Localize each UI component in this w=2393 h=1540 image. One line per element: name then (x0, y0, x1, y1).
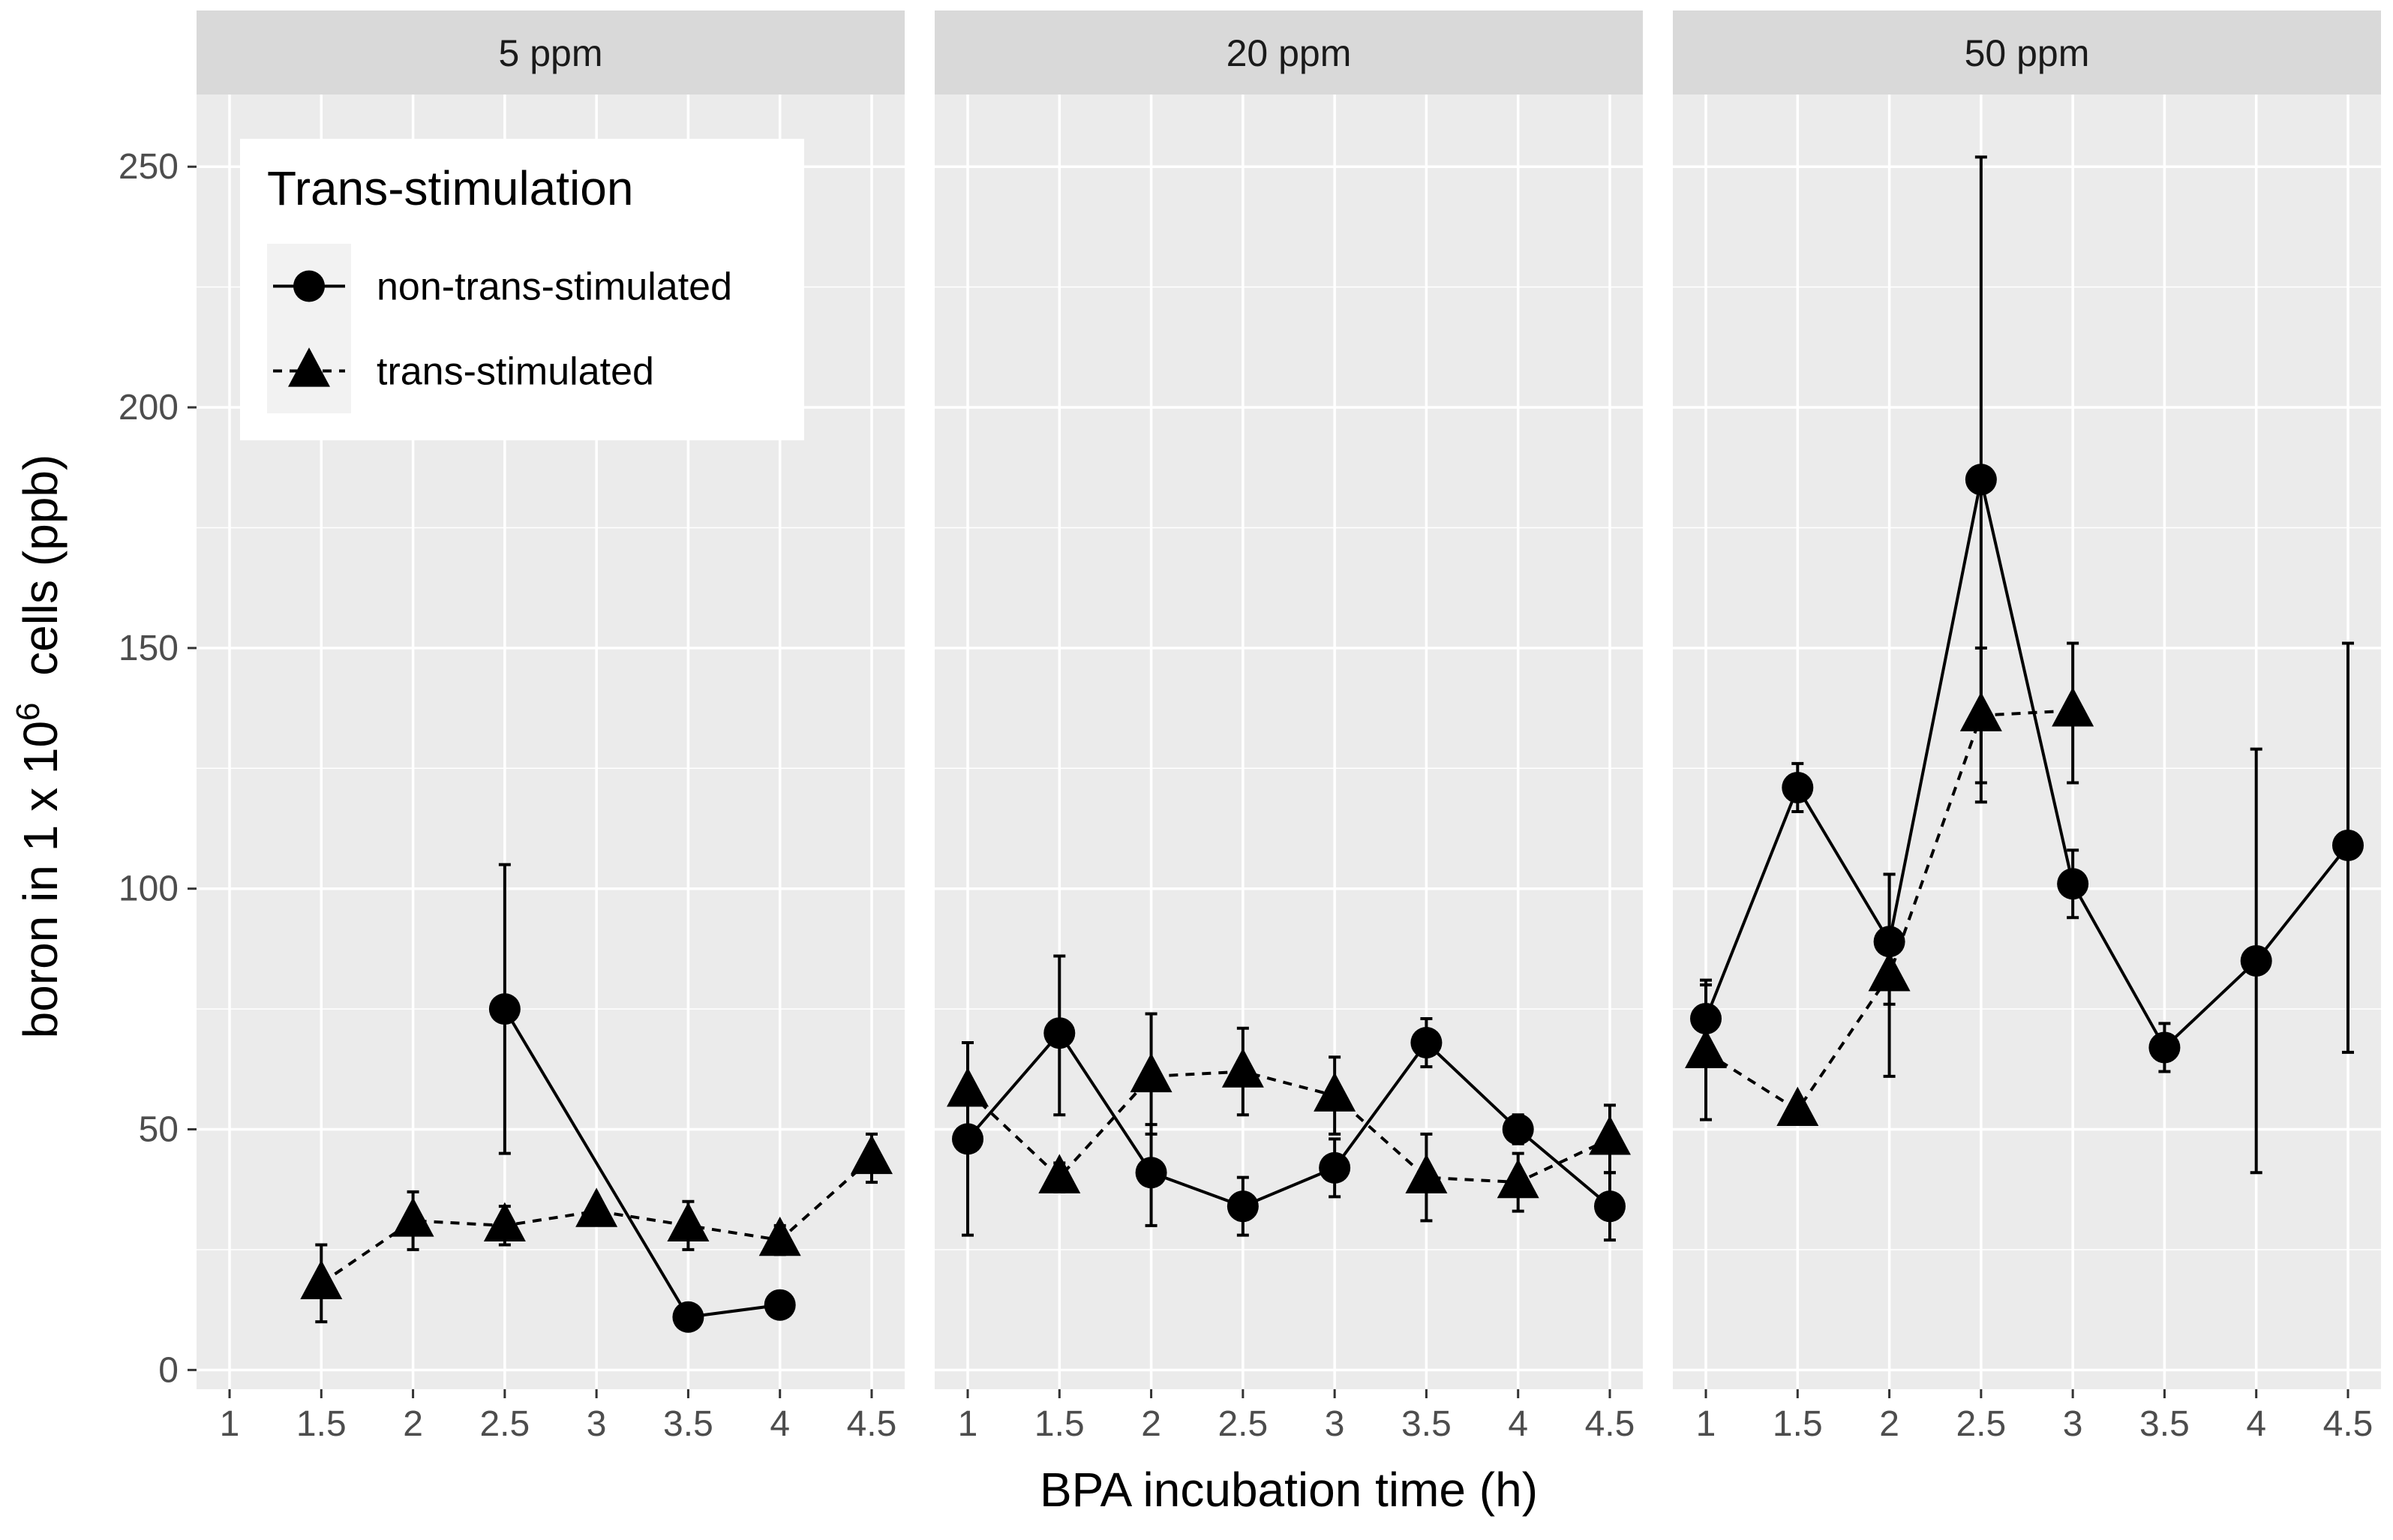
triangle-marker (1868, 951, 1911, 992)
series-trans-stimulated (1685, 641, 2094, 1127)
x-tick-label: 1 (958, 1404, 978, 1444)
circle-marker (1319, 1151, 1351, 1184)
circle-marker (1135, 1157, 1167, 1189)
series-trans-stimulated (300, 1132, 893, 1324)
circle-marker (2148, 1031, 2181, 1064)
x-tick-label: 2 (1141, 1404, 1161, 1444)
triangle-marker (1130, 1052, 1172, 1093)
triangle-marker (392, 1197, 434, 1237)
triangle-marker (2052, 687, 2094, 727)
series-non-trans-stimulated (952, 954, 1626, 1242)
facet-strip-label: 5 ppm (499, 32, 603, 74)
x-tick-label: 3.5 (2139, 1404, 2190, 1444)
triangle-marker (483, 1202, 526, 1242)
triangle-marker (758, 1216, 801, 1256)
triangle-marker (1588, 1115, 1631, 1155)
facet-strip-label: 20 ppm (1227, 32, 1352, 74)
legend-title: Trans-stimulation (267, 161, 633, 215)
triangle-marker (300, 1259, 343, 1300)
facet-strip (197, 11, 905, 95)
x-axis-title: BPA incubation time (h) (1040, 1463, 1538, 1517)
y-axis-title-text: boron in 1 x 10 (14, 721, 68, 1038)
x-tick-label: 3.5 (663, 1404, 713, 1444)
x-tick-label: 1.5 (1773, 1404, 1823, 1444)
triangle-marker (1685, 1028, 1728, 1069)
y-axis-title-suffix: cells (ppb) (14, 455, 68, 703)
triangle-marker (1959, 692, 2002, 731)
triangle-marker (1776, 1086, 1819, 1127)
facet-panel-50-ppm: 50 ppm 1 1.5 2 2.5 3 3.5 4 4.5 (1673, 11, 2381, 1444)
circle-marker (2240, 944, 2272, 977)
x-tick-label: 3.5 (1401, 1404, 1452, 1444)
y-tick-label: 200 (119, 388, 179, 428)
series-line (966, 1031, 1611, 1208)
facet-strip (935, 11, 1643, 95)
series-non-trans-stimulated (488, 863, 796, 1333)
legend-item-label: trans-stimulated (377, 350, 654, 394)
triangle-marker (667, 1202, 710, 1242)
circle-marker (488, 993, 521, 1025)
legend: Trans-stimulation non-trans-stimulated tra… (240, 139, 804, 440)
y-tick-label: 50 (139, 1110, 179, 1150)
x-tick-label: 4 (2246, 1404, 2266, 1444)
x-tick-label: 2 (403, 1404, 423, 1444)
triangle-marker (288, 347, 330, 387)
triangle-marker (1497, 1158, 1539, 1199)
x-tick-label: 4.5 (2323, 1404, 2373, 1444)
x-tick-label: 4 (1508, 1404, 1528, 1444)
circle-marker (764, 1289, 796, 1321)
y-tick-label: 250 (119, 147, 179, 187)
legend-item-label: non-trans-stimulated (377, 266, 732, 309)
triangle-marker (1314, 1072, 1356, 1112)
circle-marker (1593, 1190, 1626, 1223)
x-tick-label: 4.5 (847, 1404, 897, 1444)
series-line (966, 1070, 1611, 1184)
x-tick-label: 1.5 (296, 1404, 347, 1444)
triangle-marker (575, 1187, 618, 1227)
facet-strip (1673, 11, 2381, 95)
x-tick-label: 4 (770, 1404, 790, 1444)
series-line (1704, 478, 2349, 1049)
x-tick-label: 1.5 (1034, 1404, 1085, 1444)
facet-strip-label: 50 ppm (1965, 32, 2090, 74)
circle-marker (1043, 1017, 1076, 1049)
x-tick-label: 2.5 (1218, 1404, 1268, 1444)
x-tick-label: 4.5 (1585, 1404, 1635, 1444)
triangle-marker (1405, 1154, 1448, 1193)
x-tick-label: 1 (220, 1404, 240, 1444)
y-axis-title-exponent: 6 (10, 702, 47, 720)
circle-marker (672, 1301, 704, 1333)
x-tick-label: 3 (587, 1404, 607, 1444)
circle-marker (293, 270, 325, 302)
x-tick-label: 3 (1325, 1404, 1345, 1444)
y-tick-label: 0 (158, 1350, 179, 1390)
series-trans-stimulated (947, 1012, 1631, 1223)
x-tick-label: 2.5 (479, 1404, 530, 1444)
x-tick-label: 2 (1879, 1404, 1899, 1444)
triangle-marker (1221, 1048, 1264, 1088)
panel-background (1673, 95, 2381, 1389)
circle-marker (1965, 464, 1997, 496)
circle-marker (2331, 829, 2364, 861)
circle-marker (2057, 868, 2089, 900)
y-tick-label: 100 (119, 869, 179, 909)
circle-marker (1227, 1190, 1259, 1223)
x-tick-label: 2.5 (1956, 1404, 2006, 1444)
circle-marker (1782, 771, 1814, 803)
triangle-marker (1038, 1154, 1081, 1193)
y-axis-title: boron in 1 x 106 cells (ppb) (10, 455, 68, 1039)
facet-panel-20-ppm: 20 ppm 1 1.5 2 2.5 3 3.5 4 4.5 (935, 11, 1643, 1444)
triangle-marker (947, 1067, 989, 1107)
circle-marker (1502, 1113, 1534, 1145)
y-tick-label: 150 (119, 629, 179, 668)
x-tick-label: 1 (1696, 1404, 1716, 1444)
circle-marker (1410, 1027, 1443, 1059)
triangle-marker (850, 1134, 893, 1175)
x-tick-label: 3 (2063, 1404, 2083, 1444)
